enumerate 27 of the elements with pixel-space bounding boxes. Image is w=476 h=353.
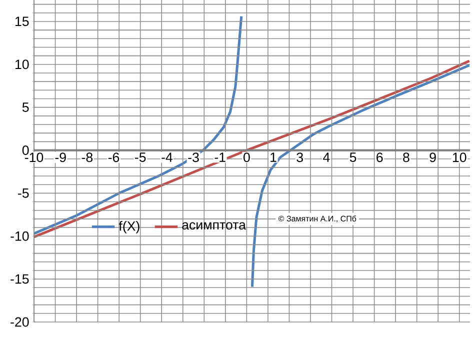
x-tick-label: 6 [376, 152, 383, 162]
y-tick-label: 5 [22, 102, 29, 112]
x-tick-label: 0 [243, 152, 250, 162]
y-tick-label: -20 [10, 317, 29, 327]
x-tick-label: -9 [55, 152, 66, 162]
y-tick-label: 10 [15, 60, 29, 70]
x-tick-label: 3 [296, 152, 303, 162]
x-tick-label: 4 [323, 152, 330, 162]
x-tick-label: -3 [188, 152, 199, 162]
y-tick-label: 15 [15, 16, 29, 26]
x-tick-label: 8 [403, 152, 410, 162]
y-tick-label: -15 [10, 274, 29, 284]
legend-label: асимптота [182, 222, 246, 230]
x-tick-label: 9 [430, 152, 436, 162]
x-tick-label: -6 [108, 152, 120, 162]
x-tick-label: -8 [82, 152, 93, 162]
x-tick-label: -1 [214, 152, 226, 162]
x-tick-label: 10 [452, 152, 466, 162]
x-tick-label: 5 [350, 152, 356, 162]
y-tick-label: -10 [10, 231, 29, 241]
annotation: © Замятин А.И., СПб [278, 215, 356, 222]
x-tick-label: -4 [162, 152, 172, 162]
y-tick-label: 0 [22, 146, 29, 155]
legend-label: f(X) [118, 221, 140, 234]
x-tick-label: -5 [135, 152, 146, 162]
y-tick-label: -5 [18, 188, 29, 198]
x-tick-label: 1 [270, 152, 276, 162]
